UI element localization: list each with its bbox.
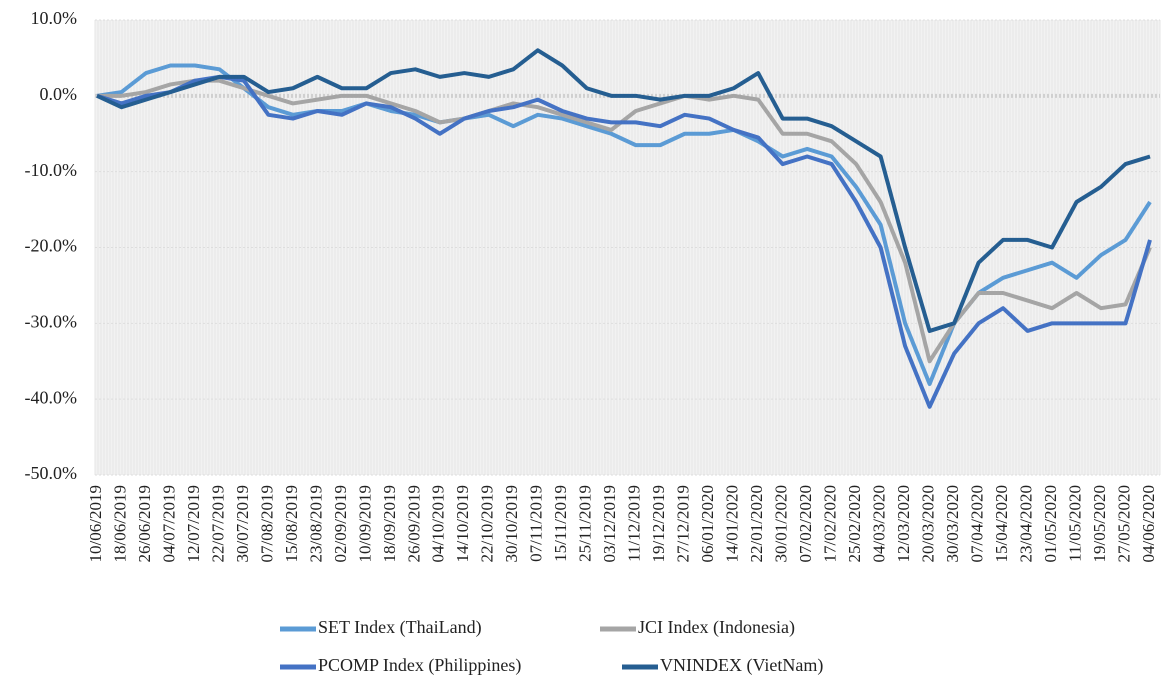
x-tick-label: 30/07/2019 [233,485,252,562]
x-tick-label: 22/07/2019 [208,485,227,562]
x-tick-label: 11/12/2019 [625,485,644,562]
x-tick-label: 10/09/2019 [355,485,374,562]
x-tick-label: 12/03/2020 [894,485,913,562]
x-tick-label: 20/03/2020 [919,485,938,562]
x-tick-label: 04/03/2020 [870,485,889,562]
legend-label: SET Index (ThaiLand) [318,617,482,638]
x-tick-label: 30/10/2019 [502,485,521,562]
x-tick-label: 25/11/2019 [576,485,595,562]
x-tick-label: 15/04/2020 [992,485,1011,562]
y-tick-label: -50.0% [25,463,78,483]
series-line [96,48,1151,333]
x-tick-label: 07/04/2020 [967,485,986,562]
x-tick-label: 25/02/2020 [845,485,864,562]
y-tick-label: -20.0% [25,236,78,256]
x-tick-label: 18/06/2019 [110,485,129,562]
y-tick-label: 10.0% [31,8,78,28]
x-tick-label: 11/05/2020 [1065,485,1084,562]
x-tick-label: 17/02/2020 [821,485,840,562]
x-tick-label: 27/05/2020 [1114,485,1133,562]
x-tick-label: 07/11/2019 [527,485,546,562]
x-tick-label: 30/03/2020 [943,485,962,562]
x-tick-label: 03/12/2019 [600,485,619,562]
y-tick-label: -40.0% [25,387,78,407]
x-tick-label: 12/07/2019 [184,485,203,562]
x-tick-label: 01/05/2020 [1041,485,1060,562]
x-tick-label: 15/08/2019 [282,485,301,562]
x-tick-label: 04/10/2019 [429,485,448,562]
x-tick-label: 14/10/2019 [453,485,472,562]
x-tick-label: 23/08/2019 [306,485,325,562]
legend-label: VNINDEX (VietNam) [660,655,823,676]
y-tick-label: 0.0% [40,84,78,104]
x-tick-label: 19/05/2020 [1090,485,1109,562]
x-tick-label: 07/02/2020 [796,485,815,562]
legend-label: JCI Index (Indonesia) [638,617,795,638]
x-tick-label: 04/07/2019 [159,485,178,562]
x-tick-label: 04/06/2020 [1139,485,1158,562]
x-tick-label: 30/01/2020 [772,485,791,562]
x-tick-label: 19/12/2019 [649,485,668,562]
x-tick-label: 26/09/2019 [404,485,423,562]
x-tick-label: 02/09/2019 [331,485,350,562]
x-tick-label: 27/12/2019 [674,485,693,562]
x-tick-label: 06/01/2020 [698,485,717,562]
legend-label: PCOMP Index (Philippines) [318,655,521,676]
x-tick-label: 14/01/2020 [723,485,742,562]
y-tick-label: -10.0% [25,160,78,180]
x-tick-label: 22/10/2019 [478,485,497,562]
x-tick-label: 23/04/2020 [1016,485,1035,562]
y-tick-label: -30.0% [25,311,78,331]
x-tick-label: 22/01/2020 [747,485,766,562]
series-line [96,74,1152,409]
x-tick-label: 26/06/2019 [135,485,154,562]
x-tick-label: 10/06/2019 [86,485,105,562]
x-tick-label: 07/08/2019 [257,485,276,562]
x-tick-label: 15/11/2019 [551,485,570,562]
x-tick-label: 18/09/2019 [380,485,399,562]
